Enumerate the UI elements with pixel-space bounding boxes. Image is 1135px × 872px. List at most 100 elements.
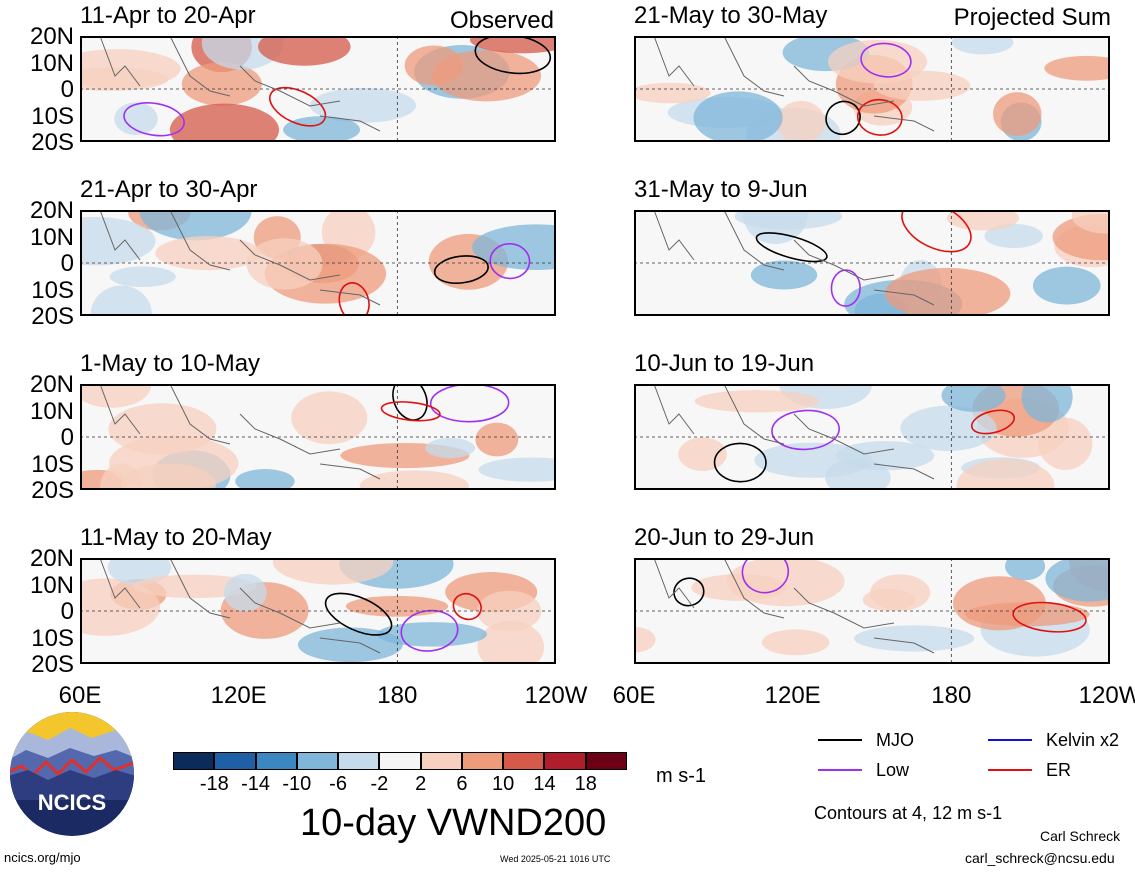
anomaly-shading <box>776 100 826 142</box>
coastline <box>653 558 935 654</box>
main-title: 10-day VWND200 <box>300 802 607 844</box>
anomaly-shading <box>139 210 252 241</box>
y-tick-label: 20N <box>29 545 74 572</box>
contour-line <box>741 558 790 594</box>
y-tick-label: 0 <box>60 424 74 451</box>
colorbar-tick-label: -18 <box>199 773 229 795</box>
contour-line <box>380 401 441 422</box>
anomaly-shading <box>297 627 403 663</box>
y-tick-label: 20N <box>29 23 74 50</box>
anomaly-shading <box>754 442 873 478</box>
contour-line <box>755 232 828 263</box>
contour-line <box>269 86 327 127</box>
y-tick-label: 10N <box>29 49 74 77</box>
contour-line <box>400 609 459 652</box>
colorbar-swatch <box>585 752 627 770</box>
anomaly-map <box>634 384 1110 490</box>
panel-frame <box>634 384 1110 490</box>
contour-note: Contours at 4, 12 m s-1 <box>814 803 1003 823</box>
observed-label: Observed <box>449 7 554 34</box>
contour-line <box>489 242 531 280</box>
panel-frame <box>80 558 556 664</box>
anomaly-shading <box>693 91 783 142</box>
website-link[interactable]: ncics.org/mjo <box>4 850 81 865</box>
legend-label: Low <box>876 760 910 780</box>
anomaly-shading <box>404 45 464 86</box>
x-tick-label: 60E <box>58 682 102 709</box>
coastline <box>99 384 381 480</box>
anomaly-map <box>80 210 556 316</box>
y-tick-label: 10N <box>29 397 74 425</box>
legend-label: Kelvin x2 <box>1046 730 1120 750</box>
legend-label: ER <box>1046 760 1072 780</box>
anomaly-shading <box>477 590 542 632</box>
y-tick-label: 10S <box>31 276 74 304</box>
anomaly-shading <box>862 588 916 611</box>
y-tick-label: 10N <box>29 223 74 251</box>
anomaly-shading <box>956 458 1055 490</box>
legend-swatch <box>818 769 862 771</box>
panel-title: 31-May to 9-Jun <box>634 176 808 203</box>
coastline <box>653 36 935 132</box>
y-tick-label: 0 <box>60 250 74 277</box>
anomaly-shading <box>873 70 971 101</box>
x-tick-label: 120E <box>764 682 821 709</box>
contour-line <box>771 409 840 451</box>
anomaly-shading <box>477 620 545 664</box>
anomaly-shading <box>283 116 361 142</box>
contour-line <box>830 269 861 307</box>
contour-line <box>860 42 912 78</box>
y-tick-label: 0 <box>60 76 74 103</box>
panel-title: 21-May to 30-May <box>634 2 828 29</box>
anomaly-shading <box>80 216 156 266</box>
panel-frame <box>634 36 1110 142</box>
anomaly-shading <box>634 626 656 653</box>
y-tick-label: 10S <box>31 450 74 478</box>
contour-line <box>452 592 482 621</box>
coastline <box>99 210 381 306</box>
projected-sum-label: Projected Sum <box>953 4 1111 31</box>
anomaly-shading <box>235 469 295 490</box>
colorbar-tick-label: 6 <box>456 773 468 795</box>
legend-swatch <box>988 739 1032 741</box>
colorbar-tick-label: 18 <box>574 773 597 795</box>
panel-frame <box>80 36 556 142</box>
coastline <box>653 384 935 480</box>
contour-line <box>338 282 370 316</box>
anomaly-map <box>634 210 1110 316</box>
anomaly-shading <box>1071 210 1110 234</box>
panel-frame <box>634 210 1110 316</box>
colorbar-swatch <box>255 752 297 770</box>
panel-frame <box>80 384 556 490</box>
anomaly-shading <box>1021 384 1073 423</box>
anomaly-shading <box>475 422 519 457</box>
colorbar <box>173 752 627 770</box>
colorbar-swatch <box>296 752 339 770</box>
anomaly-shading <box>80 384 152 408</box>
y-tick-label: 20S <box>31 303 74 330</box>
anomaly-shading <box>359 470 469 490</box>
panel-frame <box>80 210 556 316</box>
contour-line <box>123 102 185 137</box>
ncics-logo: NCICS <box>10 712 134 836</box>
panel-title: 21-Apr to 30-Apr <box>80 176 258 203</box>
y-tick-label: 20S <box>31 129 74 156</box>
colorbar-tick-label: 14 <box>533 773 556 795</box>
panel-title: 11-May to 20-May <box>80 524 272 551</box>
colorbar-swatch <box>461 752 504 770</box>
logo-text: NCICS <box>38 790 106 815</box>
anomaly-shading <box>272 558 394 585</box>
anomaly-map <box>80 36 556 142</box>
anomaly-shading <box>1032 266 1101 305</box>
timestamp: Wed 2025-05-21 1016 UTC <box>500 854 611 864</box>
anomaly-shading <box>425 438 476 459</box>
anomaly-shading <box>121 463 216 490</box>
anomaly-shading <box>1045 558 1110 602</box>
anomaly-map <box>80 558 556 664</box>
anomaly-map <box>634 558 1110 664</box>
colorbar-swatch <box>173 752 215 770</box>
x-tick-label: 120E <box>210 682 267 709</box>
x-tick-label: 120W <box>524 682 588 709</box>
anomaly-shading <box>1005 558 1046 581</box>
x-tick-label: 120W <box>1078 682 1135 709</box>
